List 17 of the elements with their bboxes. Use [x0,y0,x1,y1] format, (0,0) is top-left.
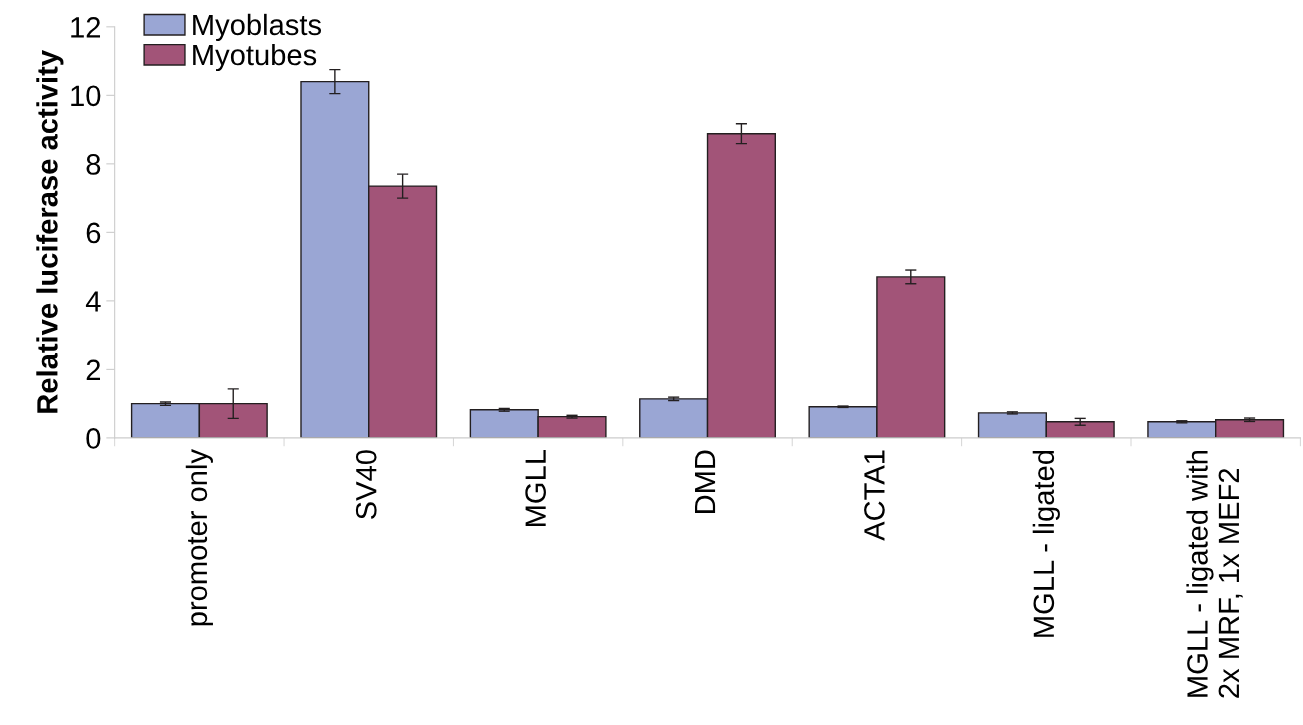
y-tick-label: 4 [85,291,101,312]
x-tick-label: MGLL - ligated [1032,450,1060,637]
y-tick-label: 10 [71,85,101,107]
y-tick-label: 12 [71,17,101,38]
x-tick-label: DMD [695,450,716,514]
legend-label: Myoblasts [193,13,322,42]
y-axis-title: Relative luciferase activity [36,50,64,413]
x-tick-label: SV40 [355,450,377,520]
y-tick-label: 6 [86,222,101,244]
x-tick-label: ACTA1 [864,450,885,541]
x-tick-label: MGLL [525,449,546,527]
x-tick-label: MGLL - ligated with 2x MRF, 1x MEF2 [1186,450,1243,698]
legend-label: Myotubes [193,43,317,72]
x-tick-label: promoter only [185,449,213,626]
y-tick-label: 8 [86,154,101,175]
y-tick-label: 2 [86,359,101,380]
y-tick-label: 0 [86,428,101,449]
